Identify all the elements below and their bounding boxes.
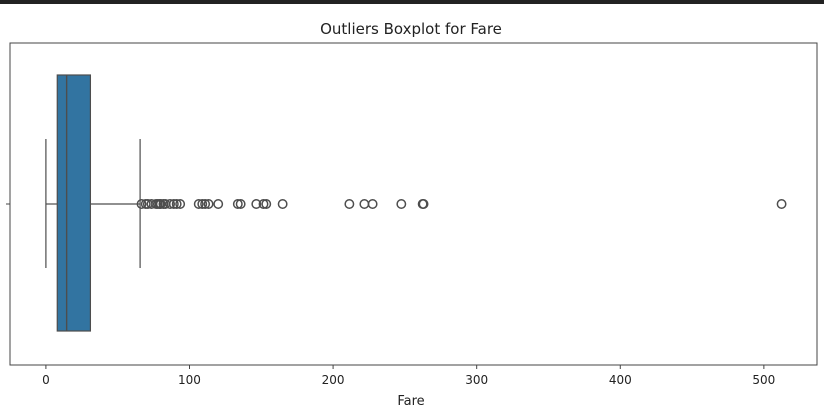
outlier-point [258, 199, 269, 209]
outlier-point [776, 199, 787, 209]
outlier-point [232, 199, 243, 209]
outlier-point [418, 199, 429, 209]
outlier-point [359, 199, 370, 209]
outlier-point [235, 199, 246, 209]
outlier-point [171, 199, 182, 209]
outlier-point [168, 199, 179, 209]
outlier-point [344, 199, 355, 209]
outlier-point [193, 199, 204, 209]
window-top-bar [0, 0, 824, 4]
chart-title: Outliers Boxplot for Fare [320, 20, 502, 38]
outlier-point [213, 199, 224, 209]
x-tick-label: 0 [42, 373, 50, 387]
outlier-point [277, 199, 288, 209]
outlier-point [251, 199, 262, 209]
x-tick-label: 300 [465, 373, 488, 387]
iqr-box [56, 74, 92, 332]
x-tick-label: 200 [322, 373, 345, 387]
outlier-point [203, 199, 214, 209]
outlier-point [136, 199, 147, 209]
outlier-point [165, 199, 176, 209]
x-tick-label: 400 [609, 373, 632, 387]
outlier-point [200, 199, 211, 209]
x-axis-label: Fare [397, 394, 424, 409]
x-tick-label: 100 [178, 373, 201, 387]
outlier-point [396, 199, 407, 209]
outlier-point [367, 199, 378, 209]
outlier-point [261, 199, 272, 209]
outlier-point [175, 199, 186, 209]
outlier-point [155, 199, 166, 209]
x-tick-label: 500 [752, 373, 775, 387]
outlier-point [197, 199, 208, 209]
